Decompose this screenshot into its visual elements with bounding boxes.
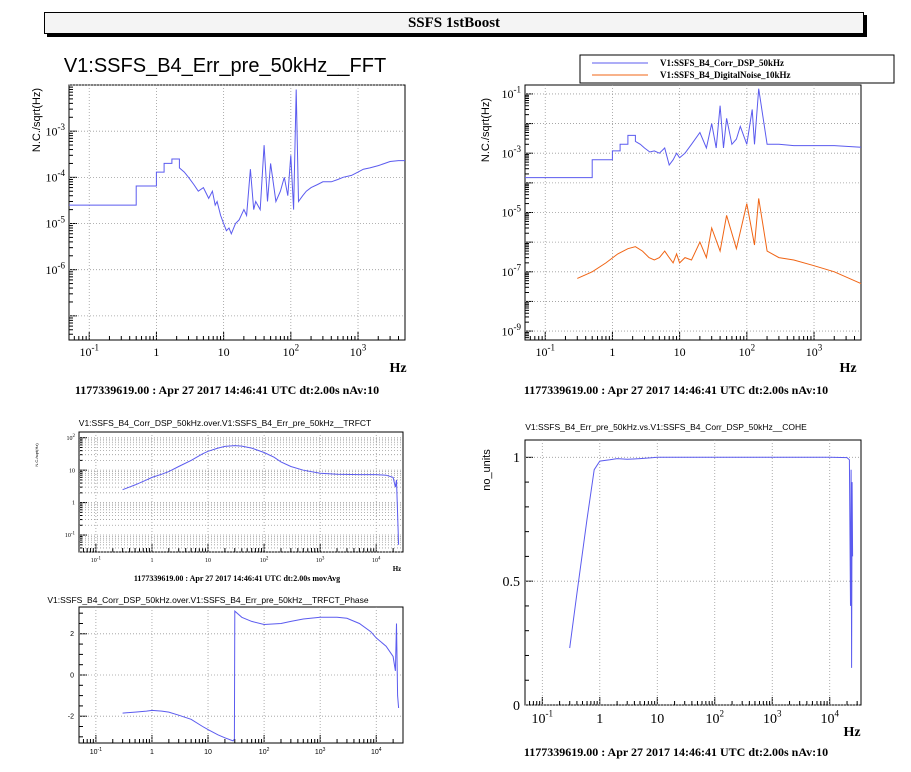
fft-ylabel: N.C./sqrt(Hz) — [31, 88, 43, 152]
spectrum-y-tick-label: 10-1 — [502, 85, 522, 101]
cohe-x-tick-label: 104 — [820, 709, 839, 727]
phase-x-tick-label: 1 — [150, 749, 154, 756]
fft-series-0 — [69, 89, 405, 236]
phase-title: V1:SSFS_B4_Corr_DSP_50kHz.over.V1:SSFS_B… — [47, 595, 369, 605]
trfct-series-0 — [122, 445, 400, 545]
cohe-frame — [524, 439, 862, 706]
fft-y-tick-label: 10-6 — [46, 260, 66, 276]
spectrum-x-tick-label: 103 — [806, 343, 823, 359]
fft-y-tick-label: 10-5 — [46, 214, 66, 230]
fft-x-tick-label: 103 — [350, 343, 367, 359]
cohe-x-tick-label: 1 — [596, 712, 603, 727]
trfct-x-tick-label: 1 — [150, 558, 153, 564]
fft-x-tick-label: 1 — [153, 345, 159, 359]
trfct-x-tick-label: 102 — [260, 556, 269, 564]
fft-panel: V1:SSFS_B4_Err_pre_50kHz__FFT N.C./sqrt(… — [31, 55, 407, 397]
fft-x-tick-label: 10-1 — [79, 343, 99, 359]
trfct-title: V1:SSFS_B4_Corr_DSP_50kHz.over.V1:SSFS_B… — [79, 418, 371, 428]
cohe-panel: V1:SSFS_B4_Err_pre_50kHz.vs.V1:SSFS_B4_C… — [481, 422, 861, 759]
trfct-y-tick-label: 102 — [67, 434, 76, 442]
trfct-frame — [78, 431, 404, 553]
phase-y-tick-label: 2 — [70, 631, 74, 638]
spectrum-ylabel: N.C./sqrt(Hz) — [480, 98, 492, 162]
trfct-x-tick-label: 10 — [205, 558, 211, 564]
spectrum-x-tick-label: 1 — [609, 345, 615, 359]
phase-x-tick-label: 10 — [204, 749, 212, 756]
spectrum-series-1 — [577, 198, 862, 285]
trfct-xlabel: Hz — [393, 565, 402, 573]
fft-title: V1:SSFS_B4_Err_pre_50kHz__FFT — [64, 55, 386, 77]
cohe-x-tick-label: 10-1 — [532, 709, 554, 727]
page-title: SSFS 1stBoost — [44, 12, 864, 34]
phase-y-tick-label: 0 — [70, 672, 74, 679]
trfct-y-tick-label: 10-1 — [65, 531, 76, 539]
spectrum-xlabel: Hz — [839, 361, 856, 376]
trfct-footer: 1177339619.00 : Apr 27 2017 14:46:41 UTC… — [134, 574, 340, 583]
spectrum-y-tick-label: 10-3 — [502, 144, 522, 160]
cohe-xlabel: Hz — [843, 725, 860, 740]
cohe-x-tick-label: 10 — [650, 712, 664, 727]
phase-x-tick-label: 104 — [371, 747, 382, 756]
cohe-y-tick-label: 0 — [513, 699, 520, 714]
trfct-x-tick-label: 104 — [372, 556, 381, 564]
legend-label-corr-dsp: V1:SSFS_B4_Corr_DSP_50kHz — [660, 58, 784, 68]
phase-plot: 10-1 1 10 102 103 104 -2 0 2 — [68, 606, 404, 756]
cohe-y-tick-label: 0.5 — [503, 575, 521, 590]
trfct-ylabel: N.C./sqrt(Hz) — [34, 443, 39, 467]
legend-label-digital-noise: V1:SSFS_B4_DigitalNoise_10kHz — [660, 70, 791, 80]
cohe-footer: 1177339619.00 : Apr 27 2017 14:46:41 UTC… — [524, 745, 828, 759]
spectrum-y-tick-label: 10-9 — [502, 322, 522, 338]
cohe-y-tick-label: 1 — [513, 451, 520, 466]
spectrum-y-tick-label: 10-5 — [502, 203, 522, 219]
cohe-ylabel: no_units — [481, 449, 493, 491]
phase-series-0 — [122, 609, 400, 742]
phase-x-tick-label: 102 — [259, 747, 270, 756]
fft-xlabel: Hz — [389, 361, 406, 376]
fft-frame — [68, 84, 406, 341]
fft-x-tick-label: 10 — [218, 345, 230, 359]
trfct-x-tick-label: 103 — [316, 556, 325, 564]
trfct-y-tick-label: 1 — [72, 501, 75, 507]
cohe-x-tick-label: 103 — [763, 709, 782, 727]
spectrum-x-tick-label: 102 — [739, 343, 756, 359]
phase-x-tick-label: 103 — [315, 747, 326, 756]
phase-y-tick-label: -2 — [68, 714, 74, 721]
spectrum-footer: 1177339619.00 : Apr 27 2017 14:46:41 UTC… — [524, 383, 828, 397]
cohe-plot: 10-1 1 10 102 103 104 0 0.5 1 — [503, 439, 862, 727]
trfct-y-tick-label: 10 — [69, 468, 75, 474]
cohe-x-tick-label: 102 — [706, 709, 725, 727]
spectrum-series-0 — [525, 88, 862, 179]
fft-y-tick-label: 10-4 — [46, 168, 66, 184]
cohe-series-0 — [569, 456, 854, 668]
phase-panel: V1:SSFS_B4_Corr_DSP_50kHz.over.V1:SSFS_B… — [47, 595, 369, 605]
fft-y-tick-label: 10-3 — [46, 122, 66, 138]
fft-plot: 10-1 1 10 102 103 10-6 10-5 10-4 10-3 — [46, 84, 406, 359]
phase-x-tick-label: 10-1 — [90, 747, 102, 756]
trfct-panel: V1:SSFS_B4_Corr_DSP_50kHz.over.V1:SSFS_B… — [34, 418, 401, 583]
legend-box — [579, 54, 895, 84]
spectrum-plot: 10-1 1 10 102 103 10-9 10-7 10-5 10-3 10-1 — [502, 84, 862, 359]
spectrum-y-tick-label: 10-7 — [502, 263, 522, 279]
spectrum-panel: V1:SSFS_B4_Corr_DSP_50kHz V1:SSFS_B4_Dig… — [480, 54, 895, 397]
trfct-x-tick-label: 10-1 — [91, 556, 102, 564]
fft-footer: 1177339619.00 : Apr 27 2017 14:46:41 UTC… — [75, 383, 379, 397]
spectrum-x-tick-label: 10 — [674, 345, 686, 359]
cohe-title: V1:SSFS_B4_Err_pre_50kHz.vs.V1:SSFS_B4_C… — [525, 422, 807, 432]
fft-x-tick-label: 102 — [283, 343, 300, 359]
trfct-plot: 10-1 1 10 102 103 104 10-1 1 10 102 — [65, 431, 404, 564]
spectrum-x-tick-label: 10-1 — [535, 343, 555, 359]
